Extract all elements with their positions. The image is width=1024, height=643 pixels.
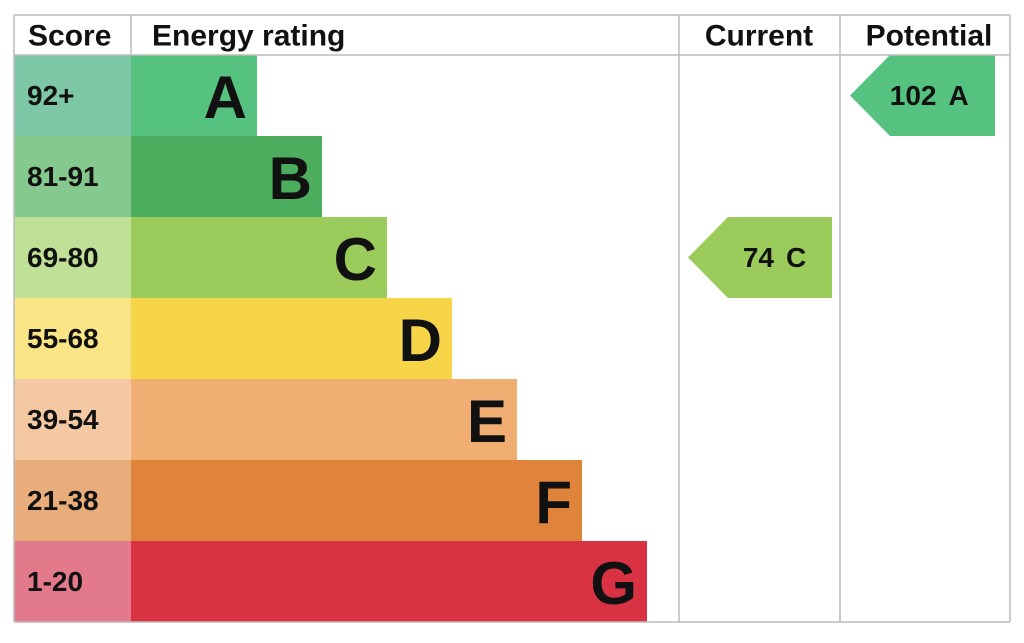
rating-bar (131, 460, 582, 541)
rating-header: Energy rating (152, 20, 345, 53)
score-cell (14, 136, 131, 217)
rating-letter: C (334, 226, 377, 293)
potential-rating: A (949, 80, 969, 111)
score-range: 92+ (27, 80, 75, 111)
current-arrow (688, 217, 832, 298)
score-range: 69-80 (27, 242, 99, 273)
potential-arrow (850, 55, 995, 136)
potential-score: 102 (890, 80, 937, 111)
rating-letter: A (204, 64, 247, 131)
rating-bar (131, 379, 517, 460)
score-cell (14, 55, 131, 136)
current-header: Current (705, 20, 813, 53)
rating-bar (131, 55, 257, 136)
potential-header: Potential (866, 20, 993, 53)
rating-letter: F (535, 469, 572, 536)
rating-letter: D (399, 307, 442, 374)
score-cell (14, 217, 131, 298)
rating-bar (131, 298, 452, 379)
rating-letter: B (269, 145, 312, 212)
score-cell (14, 298, 131, 379)
score-range: 81-91 (27, 161, 99, 192)
rating-bar (131, 217, 387, 298)
current-rating: C (786, 242, 806, 273)
current-score: 74 (743, 242, 775, 273)
score-cell (14, 541, 131, 622)
rating-letter: G (590, 550, 637, 617)
score-header: Score (28, 20, 111, 53)
score-range: 39-54 (27, 404, 99, 435)
score-cell (14, 460, 131, 541)
score-cell (14, 379, 131, 460)
score-range: 1-20 (27, 566, 83, 597)
score-range: 21-38 (27, 485, 99, 516)
rating-bar (131, 541, 647, 622)
rating-bar (131, 136, 322, 217)
rating-letter: E (467, 388, 507, 455)
score-range: 55-68 (27, 323, 99, 354)
